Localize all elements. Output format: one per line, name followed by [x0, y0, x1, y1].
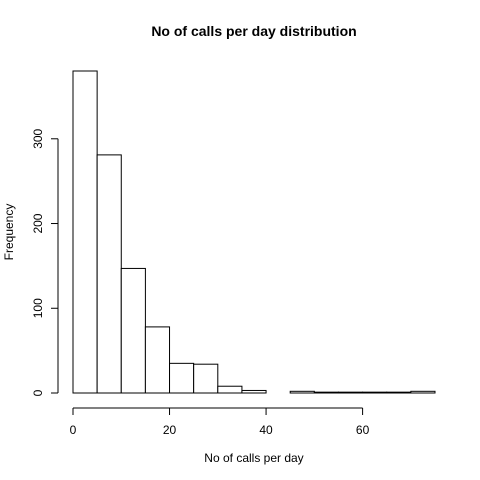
chart-title: No of calls per day distribution — [151, 23, 356, 39]
histogram-bar-5-10 — [96, 154, 122, 394]
histogram-bar-65-70 — [386, 391, 412, 394]
histogram-bar-10-15 — [120, 267, 146, 394]
y-tick-label-100: 100 — [31, 298, 45, 318]
y-axis-title: Frequency — [2, 204, 16, 261]
y-axis: 0 100 200 300 — [31, 128, 59, 396]
x-tick-label-60: 60 — [356, 423, 370, 437]
y-tick-label-200: 200 — [31, 213, 45, 233]
x-axis-title: No of calls per day — [204, 451, 303, 465]
histogram-bar-45-50 — [289, 390, 315, 394]
x-tick-label-20: 20 — [163, 423, 177, 437]
histogram-bar-60-65 — [362, 391, 388, 394]
histogram-bar-30-35 — [217, 385, 243, 394]
histogram-bar-55-60 — [337, 391, 364, 394]
histogram-bar-50-55 — [313, 391, 339, 394]
histogram-bar-0-5 — [72, 70, 98, 394]
histogram-bar-25-30 — [193, 363, 219, 394]
x-tick-label-0: 0 — [70, 423, 77, 437]
histogram-bar-70-75 — [410, 390, 436, 394]
y-tick-label-300: 300 — [31, 128, 45, 148]
x-axis: 0 20 40 60 — [70, 407, 370, 437]
histogram-bar-20-25 — [169, 362, 195, 394]
histogram-bar-15-20 — [144, 326, 171, 394]
y-tick-label-0: 0 — [31, 389, 45, 396]
histogram-bar-35-40 — [241, 389, 267, 394]
x-tick-label-40: 40 — [259, 423, 273, 437]
bars-group — [72, 70, 436, 394]
